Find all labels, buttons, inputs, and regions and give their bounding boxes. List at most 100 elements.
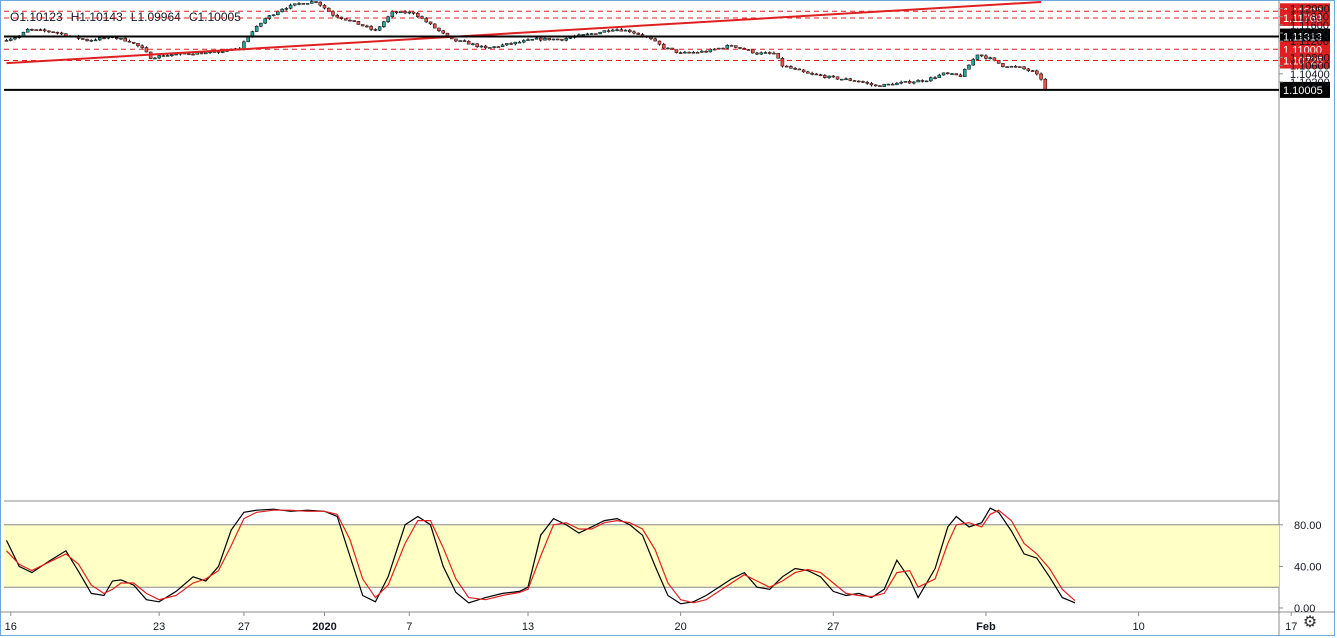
candle-body <box>653 38 657 42</box>
candle-body <box>479 45 484 48</box>
candle-body <box>666 47 670 50</box>
candle-body <box>403 11 407 14</box>
candle-body <box>937 74 942 78</box>
candle-body <box>416 13 420 17</box>
ohlc-low: L1.09964 <box>130 10 181 24</box>
candle-body <box>119 37 123 40</box>
candle-body <box>912 81 916 84</box>
candle-body <box>848 78 853 81</box>
candle-body <box>454 38 458 42</box>
candle-body <box>8 38 13 41</box>
candle-body <box>725 45 730 49</box>
candle-body <box>941 72 946 76</box>
candle-body <box>254 25 259 32</box>
candle-body <box>886 83 891 86</box>
candle-body <box>500 44 505 47</box>
candle-body <box>564 38 568 41</box>
trendline <box>6 1 1042 65</box>
time-tick-label: 27 <box>238 621 250 633</box>
candle-body <box>979 54 984 57</box>
price-tick-label: 1.10600 <box>1290 61 1330 73</box>
candle-body <box>840 78 844 81</box>
candle-body <box>441 30 445 34</box>
candle-body <box>789 66 793 69</box>
candle-body <box>369 26 373 30</box>
candle-body <box>59 32 64 35</box>
candle-body <box>1005 66 1009 68</box>
candle-body <box>475 43 479 48</box>
time-tick-label: 7 <box>406 621 412 633</box>
candle-body <box>271 14 276 17</box>
price-tick-label: 1.11600 <box>1290 20 1329 32</box>
candle-body <box>555 38 560 41</box>
candle-body <box>204 52 208 55</box>
candle-body <box>971 59 975 66</box>
candle-body <box>51 31 55 33</box>
candles-group <box>4 0 1048 91</box>
candle-body <box>594 33 598 35</box>
candle-body <box>38 29 43 31</box>
candle-body <box>1035 70 1039 75</box>
candle-body <box>763 52 768 54</box>
candle-body <box>318 1 323 6</box>
candle-body <box>882 83 886 87</box>
candle-body <box>280 8 284 13</box>
candle-body <box>89 39 94 42</box>
candle-body <box>861 81 865 83</box>
stochastic-tick-label: 0.00 <box>1294 603 1315 615</box>
candle-body <box>305 3 310 5</box>
price-label-text: 1.10725 <box>1283 56 1323 68</box>
candle-body <box>509 43 513 45</box>
candle-body <box>356 21 361 25</box>
candle-body <box>492 46 496 48</box>
candle-body <box>916 80 920 83</box>
candle-body <box>823 75 827 78</box>
candle-body <box>301 3 306 5</box>
candle-body <box>199 52 204 55</box>
candle-body <box>98 37 102 41</box>
candle-body <box>585 33 590 36</box>
candle-body <box>267 15 272 19</box>
candle-body <box>322 4 327 9</box>
candle-body <box>865 82 869 84</box>
candle-body <box>992 57 997 61</box>
candle-body <box>967 64 971 70</box>
candle-body <box>153 57 157 60</box>
candle-body <box>814 73 819 76</box>
candle-body <box>386 16 390 23</box>
candle-body <box>462 40 467 42</box>
candle-body <box>343 18 348 21</box>
price-tick-label: 1.10400 <box>1290 69 1330 81</box>
candle-body <box>958 74 963 77</box>
candle-body <box>784 65 789 68</box>
candle-body <box>242 41 246 50</box>
candle-body <box>123 37 127 42</box>
candle-body <box>13 37 17 40</box>
gear-icon[interactable]: ⚙ <box>1302 614 1318 631</box>
candle-body <box>335 15 339 18</box>
candle-body <box>1018 66 1022 68</box>
candle-body <box>411 11 416 14</box>
candle-body <box>615 29 619 31</box>
candle-body <box>157 55 161 59</box>
candle-body <box>683 51 687 54</box>
candle-body <box>526 39 530 41</box>
candle-body <box>263 18 267 24</box>
candle-body <box>895 82 899 86</box>
candle-body <box>907 81 912 84</box>
candle-body <box>543 37 547 41</box>
stochastic-band <box>4 524 1279 588</box>
candle-body <box>513 41 518 45</box>
candle-body <box>1030 70 1035 72</box>
candle-body <box>522 40 526 43</box>
candle-body <box>390 11 395 18</box>
candle-body <box>704 50 708 53</box>
price-label-box <box>1280 9 1330 26</box>
candle-body <box>661 43 666 49</box>
candle-body <box>1009 66 1014 68</box>
candle-body <box>746 49 751 51</box>
candle-body <box>1022 66 1026 70</box>
candle-body <box>284 8 289 10</box>
